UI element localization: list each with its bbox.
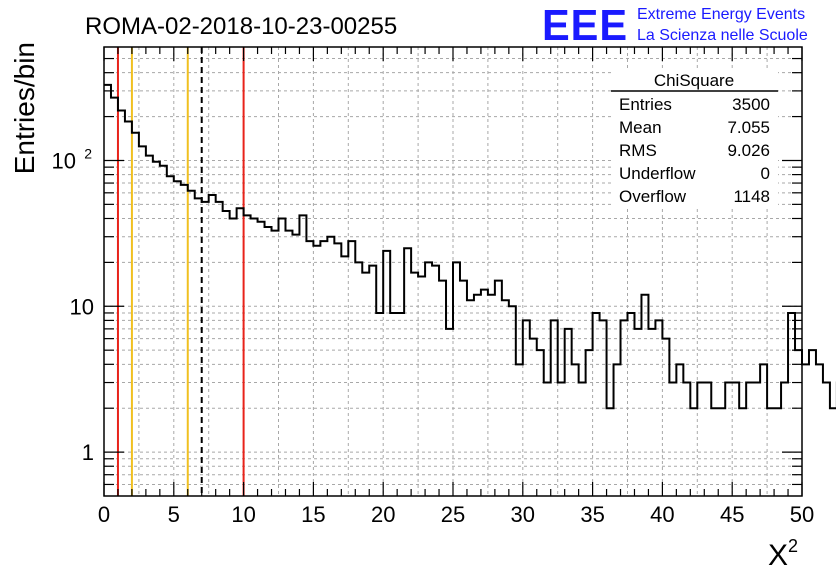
eee-logo-line1: Extreme Energy Events [637,6,805,23]
x-tick-label: 30 [511,502,535,527]
x-tick-label: 15 [301,502,325,527]
y-tick-label: 10 [52,148,76,173]
stats-value: 0 [761,164,770,183]
eee-logo-mark: EEE [542,1,628,50]
x-tick-label: 25 [441,502,465,527]
y-axis-label: Entries/bin [9,42,40,174]
histogram-outline [104,83,836,410]
stats-label: RMS [619,141,657,160]
stats-label: Mean [619,118,662,137]
x-tick-labels: 0 5 10 15 20 25 30 35 40 45 50 [98,502,814,527]
x-axis-label: X2 [768,536,798,572]
x-tick-label: 35 [580,502,604,527]
stats-label: Underflow [619,164,696,183]
x-tick-label: 45 [720,502,744,527]
axis-ticks [103,47,803,496]
x-tick-label: 10 [231,502,255,527]
x-tick-label: 20 [371,502,395,527]
stats-label: Overflow [619,187,687,206]
stats-value: 7.055 [727,118,770,137]
x-tick-label: 5 [168,502,180,527]
stats-value: 3500 [732,95,770,114]
x-axis-label-sup: 2 [788,536,798,556]
stats-title: ChiSquare [654,71,734,90]
stats-box: ChiSquare Entries 3500 Mean 7.055 RMS 9.026 Un… [611,68,778,208]
x-axis-label-base: X [768,539,788,572]
y-tick-label: 1 [82,440,94,465]
stats-value: 9.026 [727,141,770,160]
y-tick-label: 10 [70,294,94,319]
x-tick-label: 40 [650,502,674,527]
y-tick-label-exponent: 2 [84,145,92,161]
x-tick-label: 0 [98,502,110,527]
eee-logo-line2: La Scienza nelle Scuole [637,27,808,44]
chart-title: ROMA-02-2018-10-23-00255 [85,13,397,40]
y-tick-labels: 1 10 10 2 [52,145,94,465]
stats-rows: Entries 3500 Mean 7.055 RMS 9.026 Underflow 0 Ov… [619,95,770,206]
stats-label: Entries [619,95,672,114]
stats-value: 1148 [733,187,770,206]
eee-logo: EEE Extreme Energy Events La Scienza nel… [542,1,808,50]
x-tick-label: 50 [790,502,814,527]
